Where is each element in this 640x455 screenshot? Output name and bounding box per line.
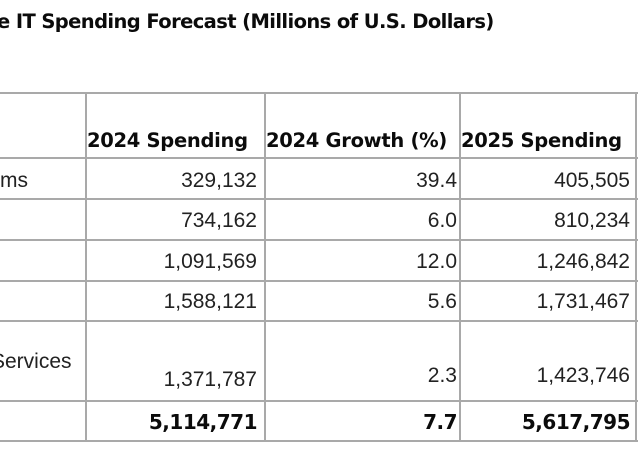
spend-2025-cell: 1,246,842 (536, 250, 630, 273)
grid-line (85, 92, 87, 442)
grid-line (0, 92, 638, 94)
total-spend-2025: 5,617,795 (521, 410, 631, 434)
column-header-2024-spending: 2024 Spending (87, 129, 248, 152)
column-header-2025-spending: 2025 Spending (461, 129, 622, 152)
total-spend-2024: 5,114,771 (148, 410, 258, 434)
grid-line (0, 239, 638, 241)
grid-line (0, 400, 638, 402)
grid-line (0, 440, 638, 442)
spend-2025-cell: 810,234 (554, 209, 630, 232)
spend-2025-cell: 405,505 (554, 169, 630, 192)
row-label: ms (0, 169, 28, 192)
grid-line (264, 92, 266, 442)
grid-line (0, 198, 638, 200)
spend-2024-cell: 329,132 (181, 169, 257, 192)
spend-2025-cell: 1,423,746 (536, 364, 630, 387)
growth-2024-cell: 6.0 (427, 209, 457, 232)
table-title: e IT Spending Forecast (Millions of U.S.… (0, 10, 494, 33)
total-growth-2024: 7.7 (423, 410, 457, 434)
column-header-2024-growth: 2024 Growth (%) (266, 129, 447, 152)
spend-2024-cell: 1,371,787 (163, 368, 257, 391)
grid-line (459, 92, 461, 442)
spend-2024-cell: 1,091,569 (163, 250, 257, 273)
growth-2024-cell: 12.0 (416, 250, 457, 273)
grid-line (0, 157, 638, 159)
spend-2024-cell: 734,162 (181, 209, 257, 232)
spend-2025-cell: 1,731,467 (536, 290, 630, 313)
growth-2024-cell: 2.3 (427, 364, 457, 387)
row-label: Services (0, 350, 72, 373)
grid-line (0, 280, 638, 282)
growth-2024-cell: 5.6 (427, 290, 457, 313)
grid-line (635, 92, 637, 442)
spend-2024-cell: 1,588,121 (163, 290, 257, 313)
grid-line (0, 320, 638, 322)
growth-2024-cell: 39.4 (416, 169, 457, 192)
